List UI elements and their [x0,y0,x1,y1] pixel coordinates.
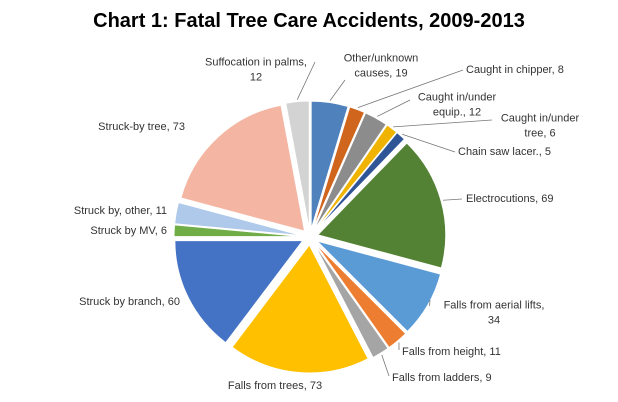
pie-slice [314,131,406,232]
pie-slice [173,224,303,238]
data-label: Caught in chipper, 8 [466,64,564,76]
pie-slice [315,240,442,333]
leader-line [393,119,493,128]
pie-slice [231,244,369,374]
pie-slice [174,240,304,344]
data-label: Struck by, other, 11 [74,205,167,217]
pie-slice [313,112,387,231]
data-label: Chain saw lacer., 5 [458,146,551,158]
data-label: Falls from aerial lifts, 34 [444,299,545,326]
data-label: Suffocation in palms, 12 [205,56,307,83]
pie-slice [174,201,303,237]
data-label: Caught in/under tree, 6 [501,112,580,139]
leader-line [357,69,464,108]
data-label: Falls from ladders, 9 [392,372,492,384]
leader-line [381,354,390,377]
pie-slice [310,100,349,230]
leader-line [442,198,463,201]
data-label: Struck by branch, 60 [79,296,180,308]
data-label: Struck by MV, 6 [90,225,167,237]
data-label: Caught in/under equip., 12 [418,91,497,118]
leader-line [296,61,316,100]
chart-title: Chart 1: Fatal Tree Care Accidents, 2009… [93,10,525,32]
data-label: Falls from height, 11 [402,346,501,358]
data-label: Struck-by tree, 73 [98,121,185,133]
leader-line [329,79,346,101]
pie-slice [314,124,398,231]
pie-slice [314,242,407,349]
data-label: Electrocutions, 69 [466,193,553,205]
pie-slice [285,100,310,230]
data-label: Other/unknown causes, 19 [344,52,419,79]
pie-slice [180,104,306,232]
pie-slice [316,142,447,269]
pie-slice [313,243,389,359]
leader-line [376,99,411,117]
pie-slice [312,106,366,230]
leader-line [402,133,456,153]
data-label: Falls from trees, 73 [228,380,322,392]
